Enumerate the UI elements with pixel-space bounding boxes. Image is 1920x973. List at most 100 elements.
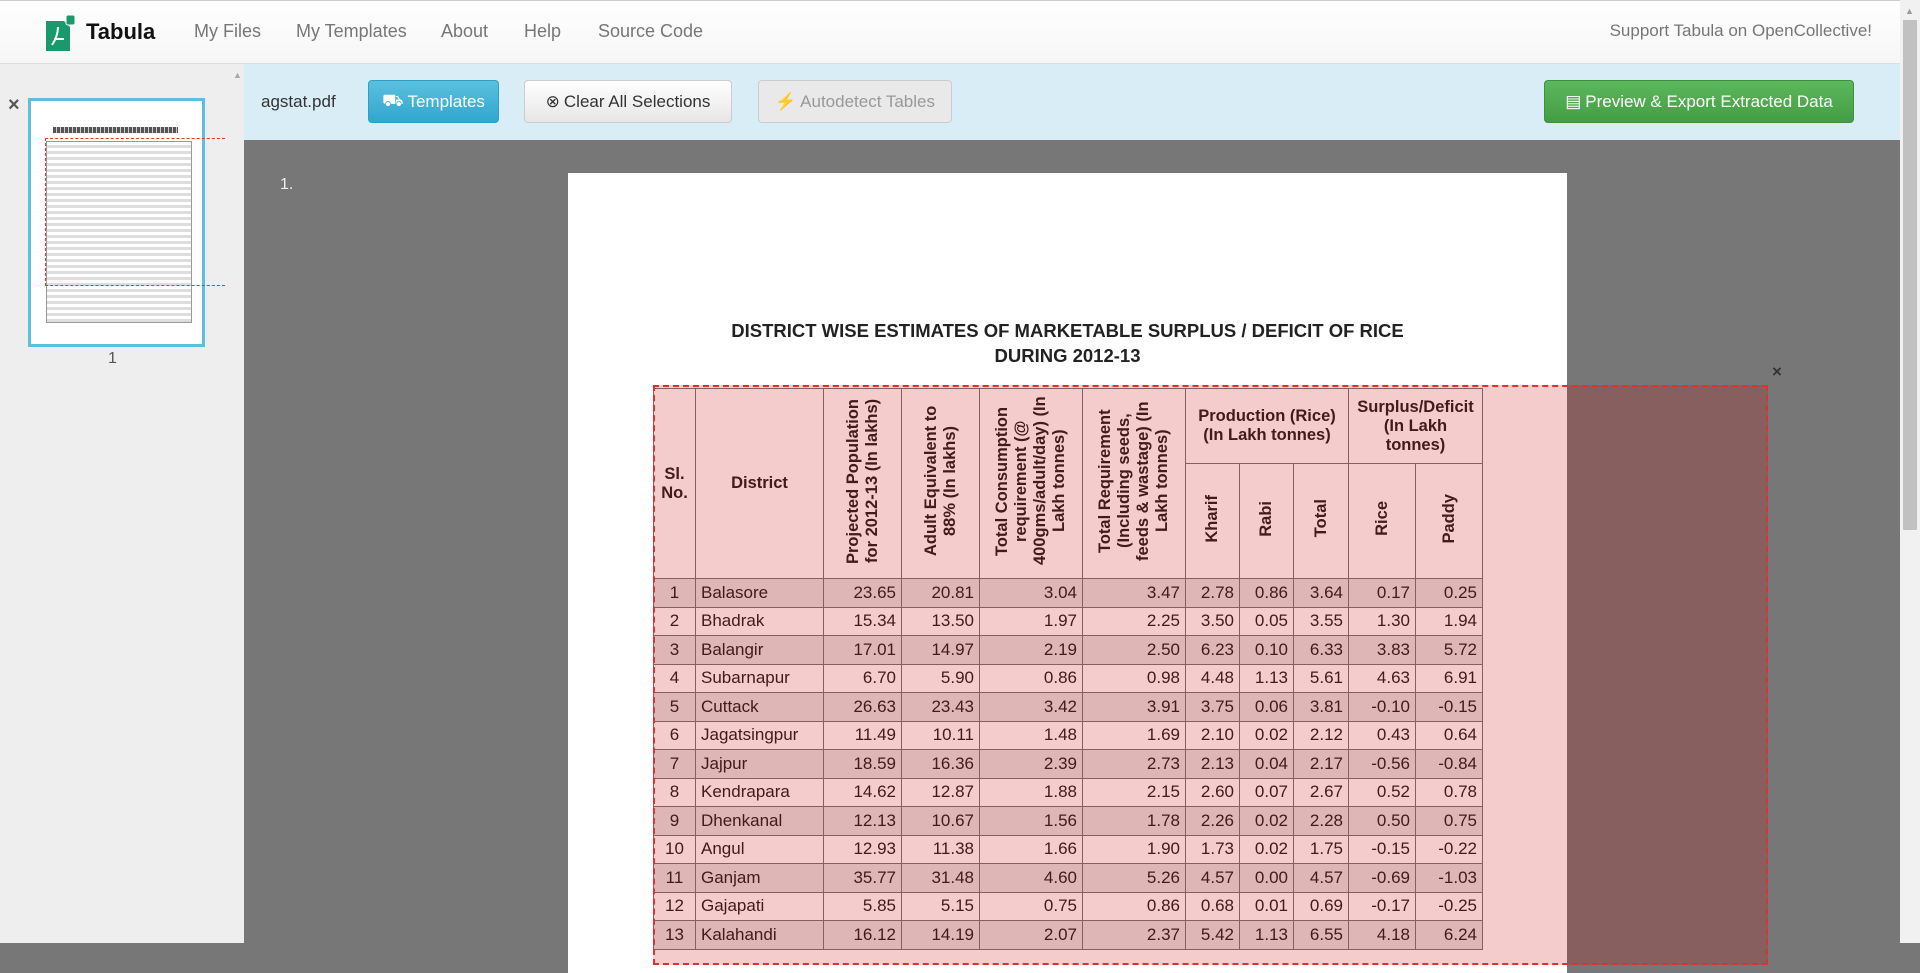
nav-my-templates[interactable]: My Templates — [296, 21, 407, 41]
document-title-line1: DISTRICT WISE ESTIMATES OF MARKETABLE SU… — [731, 320, 1404, 341]
table-cell: 2.28 — [1293, 806, 1349, 836]
table-cell: 0.25 — [1415, 578, 1483, 608]
table-cell: -0.10 — [1348, 692, 1416, 722]
pdf-page[interactable]: DISTRICT WISE ESTIMATES OF MARKETABLE SU… — [568, 173, 1567, 973]
table-cell: 16.36 — [901, 749, 980, 779]
table-cell: 6.91 — [1415, 663, 1483, 693]
table-cell: Bhadrak — [695, 606, 824, 636]
table-cell: 0.78 — [1415, 777, 1483, 807]
remove-selection-icon[interactable]: × — [1772, 362, 1782, 381]
support-link[interactable]: Support Tabula on OpenCollective! — [1609, 21, 1872, 40]
scroll-up-icon[interactable]: ▲ — [233, 70, 242, 80]
table-cell: Jagatsingpur — [695, 720, 824, 750]
table-cell: 2.13 — [1185, 749, 1240, 779]
table-cell: 0.86 — [979, 663, 1083, 693]
table-cell: 2.50 — [1082, 635, 1186, 665]
table-cell: 13.50 — [901, 606, 980, 636]
table-cell: 2.25 — [1082, 606, 1186, 636]
table-row: 3 Balangir 17.01 14.97 2.19 2.50 6.23 0.10 6.33 3… — [653, 635, 1483, 665]
table-cell: 23.43 — [901, 692, 980, 722]
templates-label: Templates — [407, 91, 485, 111]
header-surplus: Surplus/Deficit (In Lakh tonnes) — [1348, 388, 1483, 464]
table-cell: -1.03 — [1415, 863, 1483, 893]
table-cell: 10.67 — [901, 806, 980, 836]
table-selection-area[interactable] — [653, 385, 1768, 965]
table-cell: 20.81 — [901, 578, 980, 608]
clear-all-selections-button[interactable]: ⊗ Clear All Selections — [524, 80, 732, 123]
nav-source-code[interactable]: Source Code — [598, 21, 704, 41]
nav-my-files[interactable]: My Files — [194, 21, 261, 41]
table-cell: 7 — [653, 749, 696, 779]
table-cell: 0.10 — [1239, 635, 1294, 665]
table-row: 8 Kendrapara 14.62 12.87 1.88 2.15 2.60 0.07 2.6… — [653, 777, 1483, 807]
templates-button[interactable]: ⛟ Templates — [368, 80, 499, 123]
table-cell: -0.17 — [1348, 891, 1416, 921]
table-cell: 5.42 — [1185, 920, 1240, 950]
brand-name[interactable]: Tabula — [86, 19, 156, 44]
preview-export-button[interactable]: ▤ Preview & Export Extracted Data — [1544, 80, 1854, 123]
header-kharif: Kharif — [1185, 463, 1240, 579]
header-population: Projected Population for 2012-13 (In lak… — [823, 388, 902, 579]
table-cell: 26.63 — [823, 692, 902, 722]
page-scrollbar[interactable]: ▲ — [1900, 0, 1920, 943]
table-cell: 0.06 — [1239, 692, 1294, 722]
table-cell: 5.90 — [901, 663, 980, 693]
table-row: 6 Jagatsingpur 11.49 10.11 1.48 1.69 2.10 0.02 2… — [653, 720, 1483, 750]
table-cell: 2.78 — [1185, 578, 1240, 608]
table-cell: Kendrapara — [695, 777, 824, 807]
table-cell: 4.57 — [1185, 863, 1240, 893]
table-cell: 6.70 — [823, 663, 902, 693]
remove-circle-icon: ⊗ — [545, 91, 560, 111]
nav-about[interactable]: About — [441, 21, 489, 41]
file-name: agstat.pdf — [261, 92, 336, 111]
table-cell: 1.30 — [1348, 606, 1416, 636]
table-cell: 0.02 — [1239, 806, 1294, 836]
table-cell: 3.47 — [1082, 578, 1186, 608]
table-cell: 2.60 — [1185, 777, 1240, 807]
table-cell: 5.61 — [1293, 663, 1349, 693]
table-cell: 0.07 — [1239, 777, 1294, 807]
table-cell: 0.75 — [979, 891, 1083, 921]
header-district: District — [695, 388, 824, 579]
table-cell: Cuttack — [695, 692, 824, 722]
table-cell: 4 — [653, 663, 696, 693]
header-rice: Rice — [1348, 463, 1416, 579]
table-cell: Ganjam — [695, 863, 824, 893]
table-cell: 0.75 — [1415, 806, 1483, 836]
table-cell: -0.15 — [1348, 834, 1416, 864]
table-cell: 12.87 — [901, 777, 980, 807]
page-thumbnail[interactable] — [28, 98, 225, 347]
table-cell: 0.04 — [1239, 749, 1294, 779]
table-cell: 3.83 — [1348, 635, 1416, 665]
table-cell: 11.49 — [823, 720, 902, 750]
scrollbar-thumb[interactable] — [1903, 20, 1917, 530]
table-cell: 3.91 — [1082, 692, 1186, 722]
table-cell: 2.73 — [1082, 749, 1186, 779]
header-adult-equivalent: Adult Equivalent to 88% (In lakhs) — [901, 388, 980, 579]
table-cell: 0.05 — [1239, 606, 1294, 636]
autodetect-tables-button[interactable]: ⚡ Autodetect Tables — [758, 80, 952, 123]
table-cell: -0.56 — [1348, 749, 1416, 779]
scroll-up-icon[interactable]: ▲ — [1905, 6, 1914, 16]
table-cell: 23.65 — [823, 578, 902, 608]
thumbnail-page-number: 1 — [108, 350, 117, 367]
table-cell: 1.94 — [1415, 606, 1483, 636]
tabula-logo-icon — [46, 15, 76, 51]
header-production: Production (Rice) (In Lakh tonnes) — [1185, 388, 1349, 464]
remove-page-icon[interactable]: × — [8, 94, 20, 116]
table-cell: 14.62 — [823, 777, 902, 807]
table-cell: 4.60 — [979, 863, 1083, 893]
table-cell: 1.48 — [979, 720, 1083, 750]
table-cell: 12.93 — [823, 834, 902, 864]
export-label: Preview & Export Extracted Data — [1585, 91, 1833, 111]
nav-help[interactable]: Help — [524, 21, 562, 41]
table-cell: 5.72 — [1415, 635, 1483, 665]
table-cell: -0.69 — [1348, 863, 1416, 893]
table-row: 11 Ganjam 35.77 31.48 4.60 5.26 4.57 0.00 4.57 -0… — [653, 863, 1483, 893]
table-row: 2 Bhadrak 15.34 13.50 1.97 2.25 3.50 0.05 3.55 1.… — [653, 606, 1483, 636]
table-cell: 0.64 — [1415, 720, 1483, 750]
table-cell: -0.15 — [1415, 692, 1483, 722]
document-title-line2: DURING 2012-13 — [994, 345, 1141, 366]
sidebar-scrollbar[interactable]: ▲ — [230, 64, 244, 943]
templates-icon: ⛟ — [382, 90, 404, 110]
